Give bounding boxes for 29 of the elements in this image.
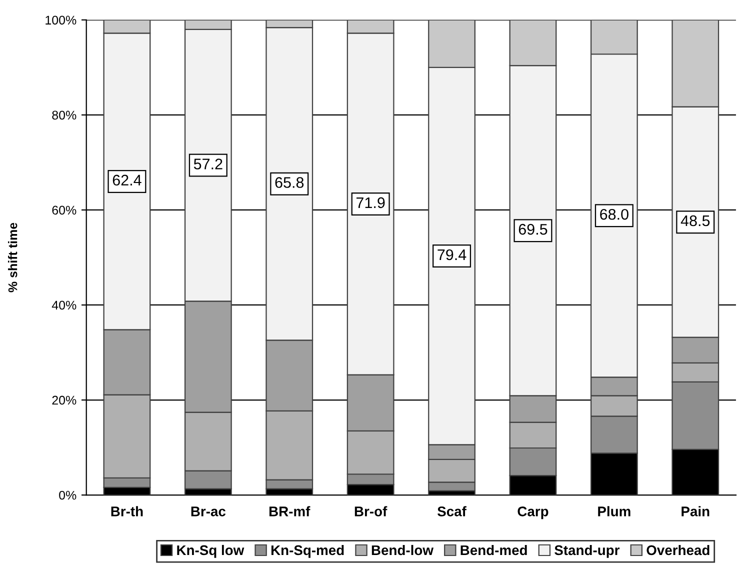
y-tick-label: 100% [46,16,76,25]
y-tick-label: 40% [52,300,76,310]
y-tick-label: 80% [52,110,76,120]
legend-label: Bend-low [372,544,434,556]
y-tick-label: 20% [52,396,76,405]
data-label: 68.0 [600,208,628,220]
legend-label: Bend-med [460,544,527,556]
legend-label: Overhead [646,544,710,556]
data-label: 57.2 [194,158,222,170]
x-tick-label: Carp [518,506,548,520]
y-tick-label: 60% [52,206,76,215]
data-label: 69.5 [518,224,548,235]
y-axis-title: % shift time [8,222,18,292]
x-tick-label: Br-ac [191,506,226,516]
legend-label: Kn-Sq low [177,544,244,558]
x-tick-label: Plum [598,506,630,516]
x-tick-label: Scaf [438,506,466,516]
legend-label: Kn-Sq-med [271,544,344,558]
data-label: 48.5 [680,215,710,226]
y-tick-label: 0% [59,490,76,500]
data-label: 65.8 [275,177,304,188]
legend-label: Stand-upr [554,544,620,558]
x-tick-label: BR-mf [269,506,310,516]
data-label: 71.9 [356,197,385,208]
data-label: 79.4 [438,249,466,260]
data-label: 62.4 [112,174,142,186]
x-tick-label: Br-th [111,506,143,516]
x-tick-label: Pain [682,506,710,516]
x-tick-label: Br-of [354,506,388,516]
